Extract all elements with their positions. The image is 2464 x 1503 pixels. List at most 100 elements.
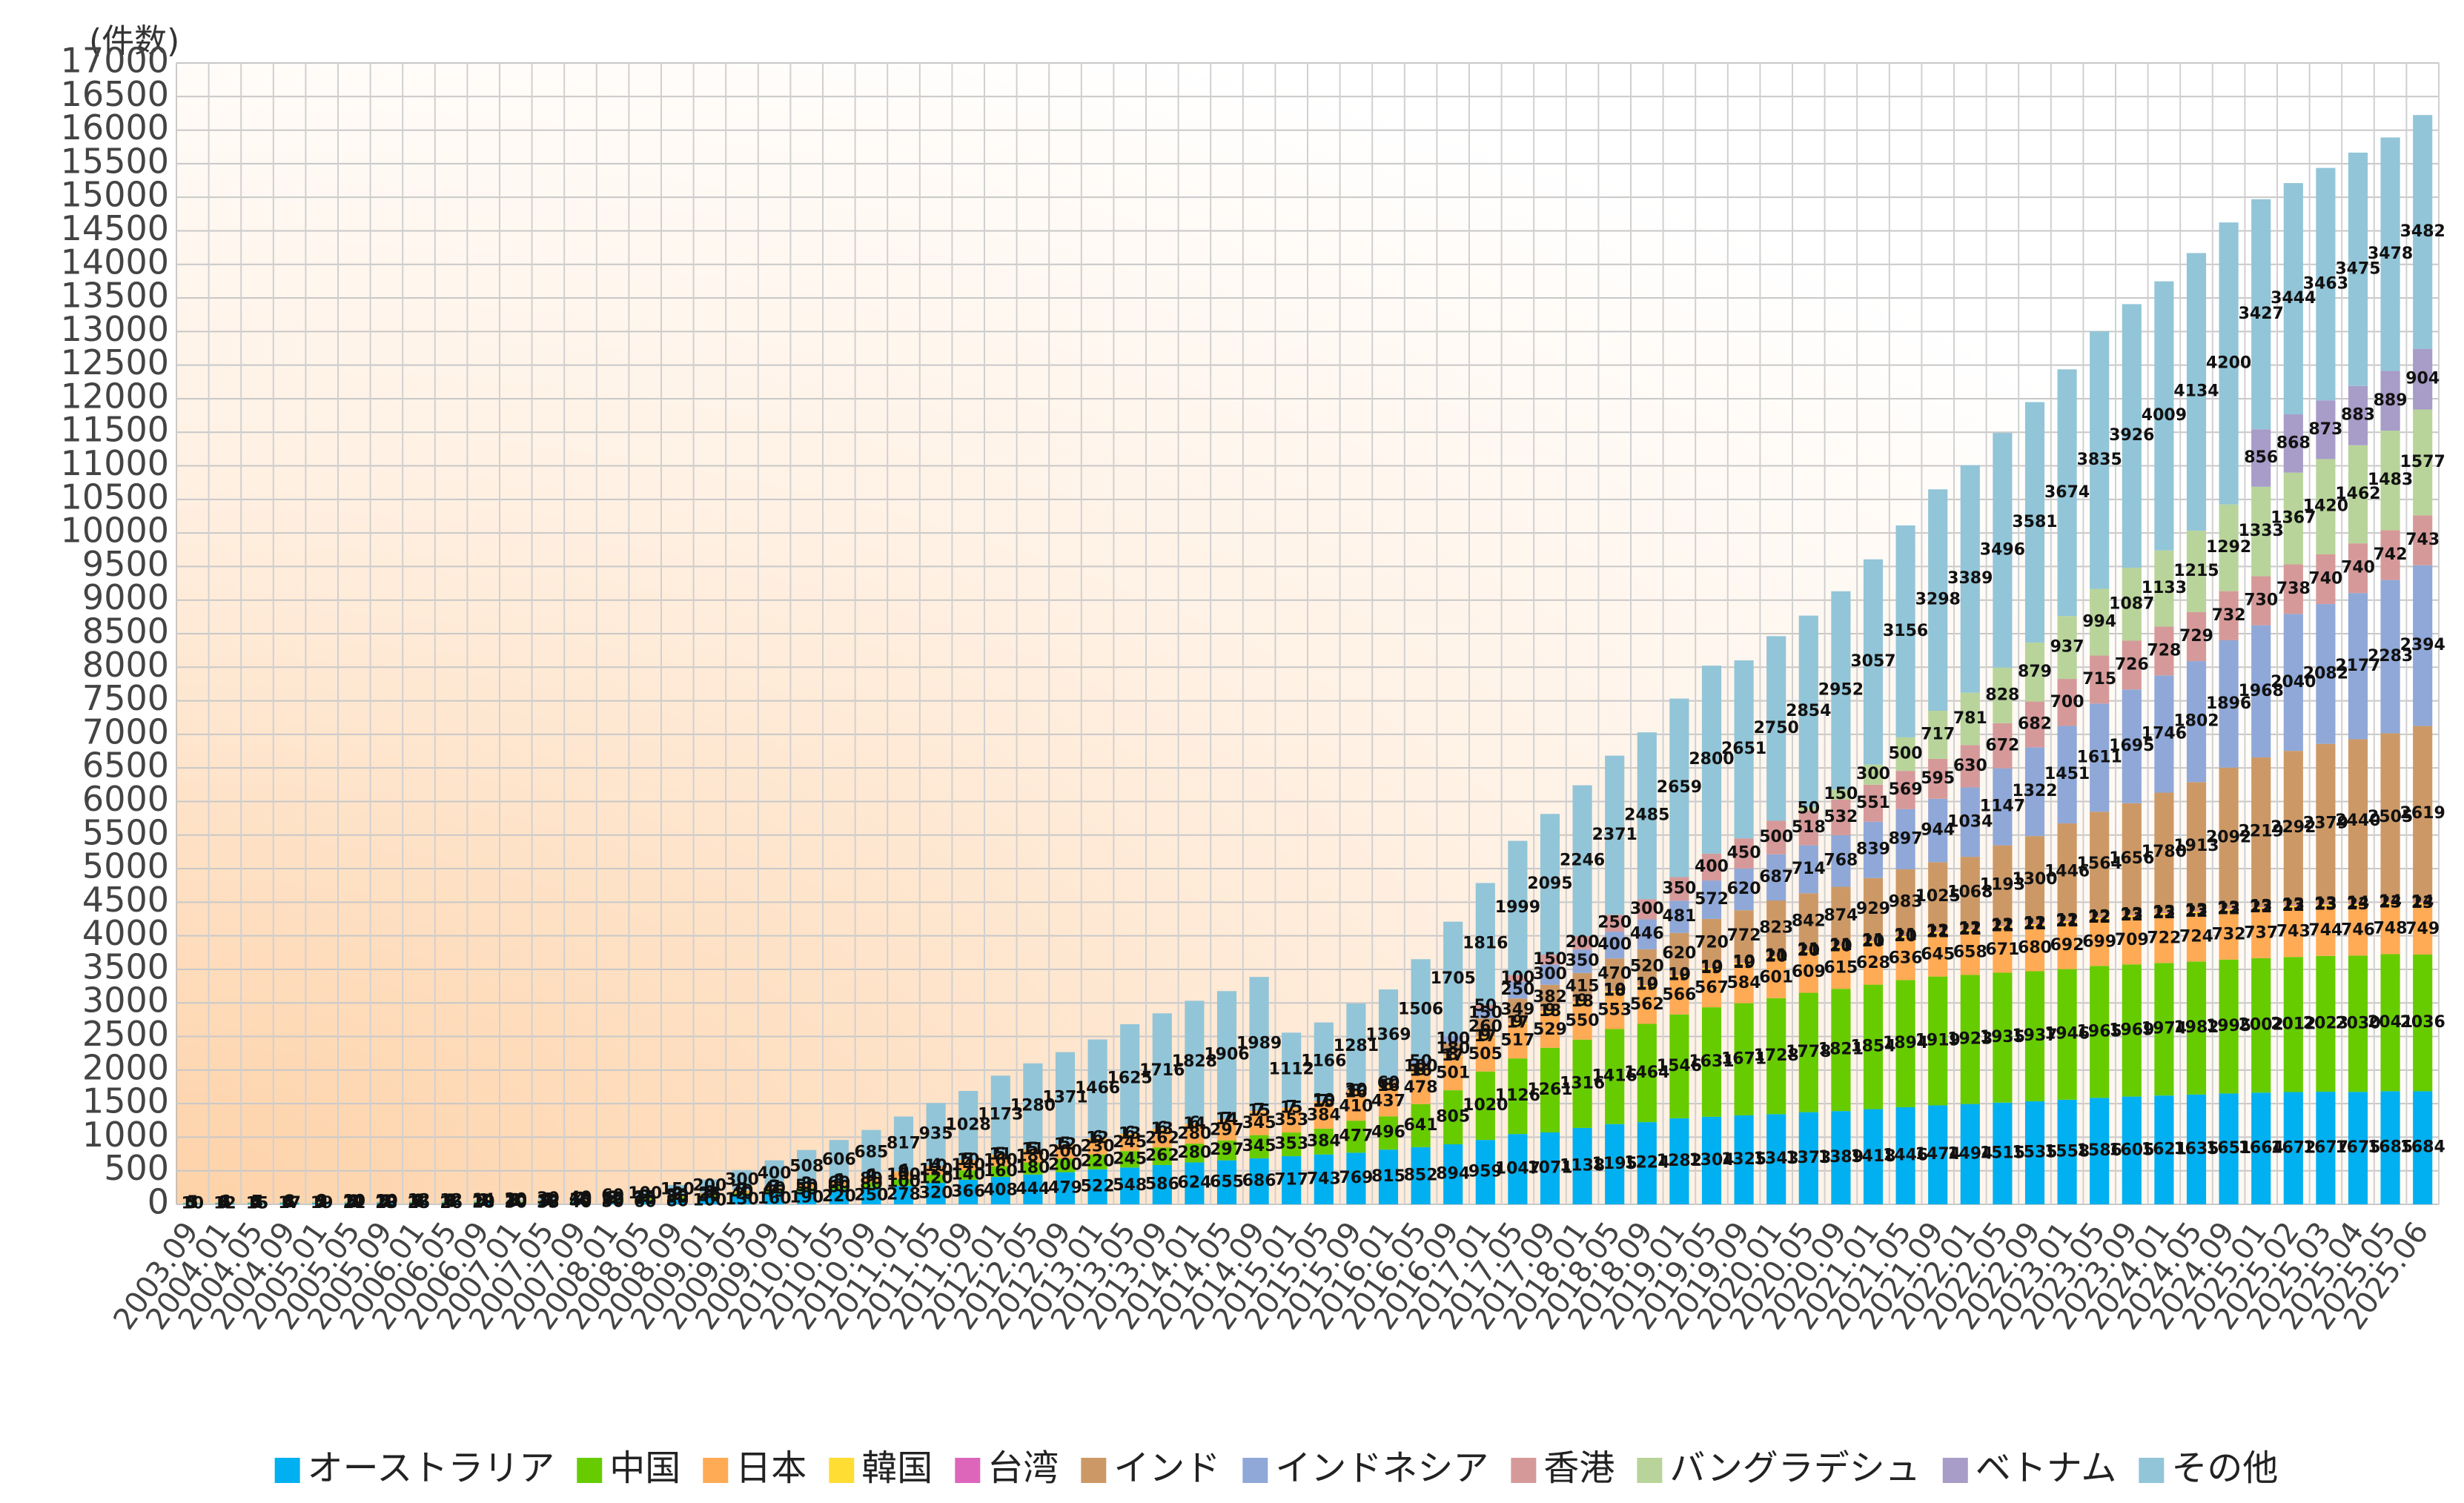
data-label: 7 xyxy=(251,1192,262,1211)
data-label: 478 xyxy=(1404,1078,1438,1097)
bar-segment xyxy=(1895,1107,1915,1204)
data-label: 1446 xyxy=(2044,862,2090,880)
bar-segment xyxy=(1734,963,1754,1003)
data-label: 100 xyxy=(1436,1030,1470,1049)
bar-segment xyxy=(2122,304,2142,568)
data-label: 658 xyxy=(1953,943,1987,962)
bar-segment xyxy=(2348,903,2368,906)
bar-segment xyxy=(2122,1096,2142,1204)
bar-segment xyxy=(2024,971,2045,1101)
bar-segment xyxy=(1249,1110,1269,1111)
data-label: 4 xyxy=(284,1193,295,1212)
data-label: 5 xyxy=(187,1193,198,1212)
y-tick-label: 8500 xyxy=(82,611,169,651)
legend-label: その他 xyxy=(2171,1447,2278,1489)
bar-segment xyxy=(1960,692,1980,746)
bar-segment xyxy=(1993,667,2013,723)
bar-segment xyxy=(2154,912,2174,913)
bar-segment xyxy=(1895,771,1915,809)
bar-segment xyxy=(538,1201,558,1204)
bar-segment xyxy=(2090,588,2110,656)
data-label: 715 xyxy=(2082,670,2116,689)
bar-segment xyxy=(797,1191,817,1204)
data-label: 100 xyxy=(1404,1058,1438,1076)
data-label: 5 xyxy=(219,1194,231,1212)
bar-segment xyxy=(1960,857,1980,929)
data-label: 1367 xyxy=(2271,509,2316,528)
bar-segment xyxy=(1895,525,1915,737)
bar-segment xyxy=(926,1166,946,1167)
bar-segment xyxy=(506,1201,526,1203)
bar-segment xyxy=(2413,565,2433,726)
bar-segment xyxy=(2057,969,2077,1100)
bar-segment xyxy=(926,1175,946,1184)
data-label: 8 xyxy=(833,1172,844,1190)
bar-segment xyxy=(1443,1043,1463,1055)
data-label: 437 xyxy=(1371,1092,1405,1110)
data-label: 6 xyxy=(1092,1129,1103,1147)
y-axis-unit: (件数) xyxy=(89,22,179,60)
data-label: 1965 xyxy=(2077,1022,2122,1041)
bar-segment xyxy=(1701,880,1722,919)
bar-segment xyxy=(312,1203,332,1204)
data-label: 1343 xyxy=(1754,1149,1799,1168)
data-label: 6 xyxy=(1125,1124,1136,1143)
data-label: 7 xyxy=(1221,1109,1232,1128)
y-tick-label: 9000 xyxy=(82,577,169,617)
data-label: 10 xyxy=(472,1192,495,1211)
data-label: 481 xyxy=(1662,907,1696,926)
legend-item: その他 xyxy=(2139,1447,2278,1489)
bar-segment xyxy=(732,1190,752,1191)
data-label: 595 xyxy=(1921,769,1955,788)
data-label: 50 xyxy=(601,1193,624,1212)
bar-segment xyxy=(2348,955,2368,1092)
bar-segment xyxy=(1572,972,1592,1001)
data-label: 7 xyxy=(769,1178,780,1196)
bar-segment xyxy=(408,1202,429,1204)
bar-segment xyxy=(1734,962,1754,964)
data-label: 15 xyxy=(1248,1102,1271,1121)
data-label: 15 xyxy=(569,1192,592,1210)
data-label: 3 xyxy=(478,1192,489,1210)
bar-segment xyxy=(2283,906,2303,958)
data-label: 12 xyxy=(440,1191,463,1210)
data-label: 8 xyxy=(1351,1082,1362,1101)
data-label: 13 xyxy=(2314,895,2337,913)
data-label: 959 xyxy=(1468,1163,1503,1181)
data-label: 5 xyxy=(381,1193,392,1212)
bar-segment xyxy=(861,1187,881,1204)
bar-segment xyxy=(1120,1133,1140,1135)
bar-segment xyxy=(1928,931,1948,932)
bar-segment xyxy=(1798,992,1818,1112)
data-label: 160 xyxy=(758,1190,792,1208)
bar-segment xyxy=(1475,1037,1495,1072)
bar-segment xyxy=(1443,1055,1463,1057)
bar-segment xyxy=(2024,923,2045,926)
data-label: 3463 xyxy=(2303,274,2348,293)
data-label: 19 xyxy=(1732,954,1755,972)
data-label: 1705 xyxy=(1431,969,1476,988)
data-label: 1671 xyxy=(1721,1049,1766,1068)
bar-segment xyxy=(1993,845,2013,926)
data-label: 1611 xyxy=(2077,748,2122,766)
bar-segment xyxy=(1734,910,1754,963)
bar-segment xyxy=(2090,812,2110,917)
data-label: 400 xyxy=(1597,935,1632,954)
data-label: 2041 xyxy=(2368,1013,2413,1032)
bar-segment xyxy=(1669,1118,1689,1204)
data-label: 743 xyxy=(2276,923,2311,941)
bar-segment xyxy=(1701,853,1722,881)
legend-label: 台湾 xyxy=(987,1447,1059,1489)
y-tick-label: 10000 xyxy=(61,511,169,551)
data-label: 25 xyxy=(634,1190,657,1208)
bar-segment xyxy=(1152,1147,1172,1165)
legend-label: 韓国 xyxy=(861,1447,933,1489)
bar-segment xyxy=(1475,1140,1495,1204)
bar-segment xyxy=(1798,845,1818,894)
data-label: 3 xyxy=(446,1192,457,1210)
bar-segment xyxy=(2316,554,2336,605)
data-label: 1316 xyxy=(1560,1074,1605,1092)
bar-segment xyxy=(1993,433,2013,668)
bar-segment xyxy=(1863,821,1884,878)
bar-segment xyxy=(829,1185,849,1190)
